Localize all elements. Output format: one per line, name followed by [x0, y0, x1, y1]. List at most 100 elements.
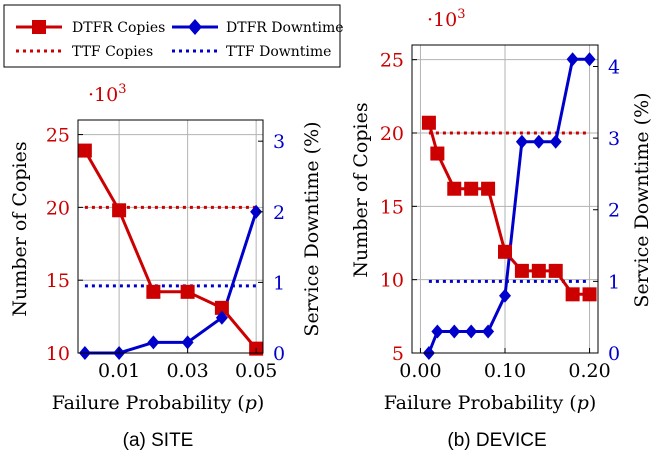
site-marker-dtfr-copies-4: [214, 300, 229, 315]
device-right-tick-label-3: 3: [608, 128, 620, 150]
device-marker-dtfr-downtime-5: [499, 288, 511, 303]
site-ttf-lines: [84, 205, 257, 288]
device-marker-dtfr-downtime-4: [482, 324, 495, 339]
device-x-axis-label-text: Failure Probability (: [384, 392, 577, 414]
device-marker-dtfr-downtime-1: [431, 324, 444, 339]
legend-label-dtfr-copies: DTFR Copies: [72, 20, 165, 36]
device-left-tick-label-2: 15: [380, 196, 404, 218]
device-left-ticks: 5 10 15 20 25: [380, 50, 417, 365]
legend-box: [3, 4, 341, 68]
legend-label-ttf-copies: TTF Copies: [72, 44, 153, 60]
site-marker-dtfr-downtime-5: [250, 204, 263, 219]
device-y-axis-label-left: Number of Copies: [350, 102, 372, 277]
device-x-axis-label-close: ): [589, 392, 596, 414]
device-left-tick-label-1: 10: [380, 270, 404, 292]
device-marker-dtfr-downtime-2: [448, 324, 461, 339]
site-grid: [78, 120, 263, 354]
legend-swatch-marker-diamond: [188, 19, 202, 35]
device-marker-dtfr-copies-8: [548, 263, 563, 278]
device-scale-label: ·103: [427, 7, 466, 31]
site-left-tick-label-0: 10: [46, 343, 70, 365]
site-y-axis-label-right: Service Downtime (%): [301, 121, 323, 336]
device-marker-dtfr-downtime-9: [566, 52, 579, 67]
site-marker-dtfr-downtime-2: [147, 335, 160, 350]
site-x-axis-label: Failure Probability (p): [52, 392, 265, 414]
device-left-tick-label-0: 5: [392, 343, 404, 365]
site-left-tick-label-3: 25: [46, 125, 70, 147]
device-scale-label-base: ·10: [427, 9, 457, 31]
device-marker-dtfr-copies-4: [481, 181, 496, 196]
device-marker-dtfr-copies-9: [565, 287, 580, 302]
site-x-axis-label-var: p: [245, 392, 257, 414]
site-x-tick-label-2: 0.05: [235, 360, 277, 382]
site-marker-dtfr-copies-3: [180, 284, 195, 299]
device-x-tick-label-0: 0.00: [399, 360, 441, 382]
site-scale-label-exp: 3: [118, 82, 126, 97]
device-marker-dtfr-downtime-3: [465, 324, 478, 339]
device-left-tick-label-4: 25: [380, 50, 404, 72]
site-marker-dtfr-copies-1: [112, 203, 127, 218]
site-right-tick-label-3: 3: [273, 131, 285, 153]
device-right-tick-label-1: 1: [608, 271, 620, 293]
site-scale-label: ·103: [88, 82, 127, 106]
device-marker-dtfr-downtime-10: [583, 52, 596, 67]
device-right-ticks: 0 1 2 3 4: [593, 56, 620, 365]
site-right-tick-label-0: 0: [273, 343, 285, 365]
site-marker-dtfr-copies-0: [77, 143, 92, 158]
device-left-tick-label-3: 20: [380, 123, 404, 145]
site-right-tick-label-1: 1: [273, 272, 285, 294]
site-caption: (a) SITE: [123, 430, 194, 451]
site-x-ticks: 0.01 0.03 0.05: [98, 348, 277, 382]
device-grid: [412, 45, 598, 354]
device-marker-dtfr-copies-0: [421, 115, 436, 130]
site-left-tick-label-1: 15: [46, 270, 70, 292]
device-marker-dtfr-downtime-8: [549, 134, 562, 149]
site-scale-label-base: ·10: [88, 84, 118, 106]
device-right-tick-label-0: 0: [608, 343, 620, 365]
site-marker-dtfr-downtime-3: [181, 335, 194, 350]
device-y-axis-label-right: Service Downtime (%): [631, 92, 653, 307]
legend-swatch-marker-square: [32, 20, 46, 34]
device-marker-dtfr-copies-1: [430, 146, 445, 161]
device-right-tick-label-2: 2: [608, 200, 620, 222]
device-marker-dtfr-copies-5: [498, 244, 512, 259]
device-marker-dtfr-copies-7: [531, 263, 546, 278]
legend-label-dtfr-downtime: DTFR Downtime: [226, 20, 344, 36]
site-right-tick-label-2: 2: [273, 202, 285, 224]
legend: DTFR Copies DTFR Downtime TTF Copies TTF…: [3, 4, 344, 68]
device-x-tick-label-1: 0.10: [484, 360, 526, 382]
site-plot-frame: [77, 119, 264, 354]
device-right-tick-label-4: 4: [608, 56, 620, 78]
site-line-dtfr-copies: [83, 149, 258, 350]
site-left-tick-label-2: 20: [46, 197, 70, 219]
device-marker-dtfr-copies-3: [464, 181, 479, 196]
device-x-axis-label: Failure Probability (p): [384, 392, 597, 414]
device-marker-dtfr-downtime-6: [515, 134, 528, 149]
site-markers: [77, 143, 264, 360]
device-marker-dtfr-copies-10: [582, 287, 597, 302]
site-x-axis-label-close: ): [257, 392, 264, 414]
device-x-ticks: 0.00 0.10 0.20: [399, 348, 611, 382]
site-x-tick-label-1: 0.03: [166, 360, 208, 382]
device-markers: [421, 52, 597, 360]
site-y-axis-label-left: Number of Copies: [9, 141, 31, 316]
device-scale-label-exp: 3: [457, 7, 465, 22]
device-marker-dtfr-copies-2: [447, 181, 462, 196]
device-x-axis-label-var: p: [577, 392, 589, 414]
device-x-tick-label-2: 0.20: [568, 360, 610, 382]
site-x-tick-label-0: 0.01: [98, 360, 140, 382]
legend-entry-dtfr-downtime: DTFR Downtime: [172, 19, 344, 36]
site-x-axis-label-text: Failure Probability (: [52, 392, 245, 414]
legend-label-ttf-downtime: TTF Downtime: [226, 44, 331, 60]
site-marker-dtfr-downtime-4: [215, 310, 228, 325]
site-left-ticks: 10 15 20 25: [46, 125, 83, 365]
site-line-dtfr-downtime: [84, 211, 258, 355]
device-caption: (b) DEVICE: [447, 430, 546, 451]
legend-entry-ttf-copies: TTF Copies: [16, 44, 153, 60]
device-marker-dtfr-copies-6: [514, 263, 529, 278]
legend-entry-ttf-downtime: TTF Downtime: [172, 44, 331, 60]
site-marker-dtfr-copies-2: [146, 284, 161, 299]
